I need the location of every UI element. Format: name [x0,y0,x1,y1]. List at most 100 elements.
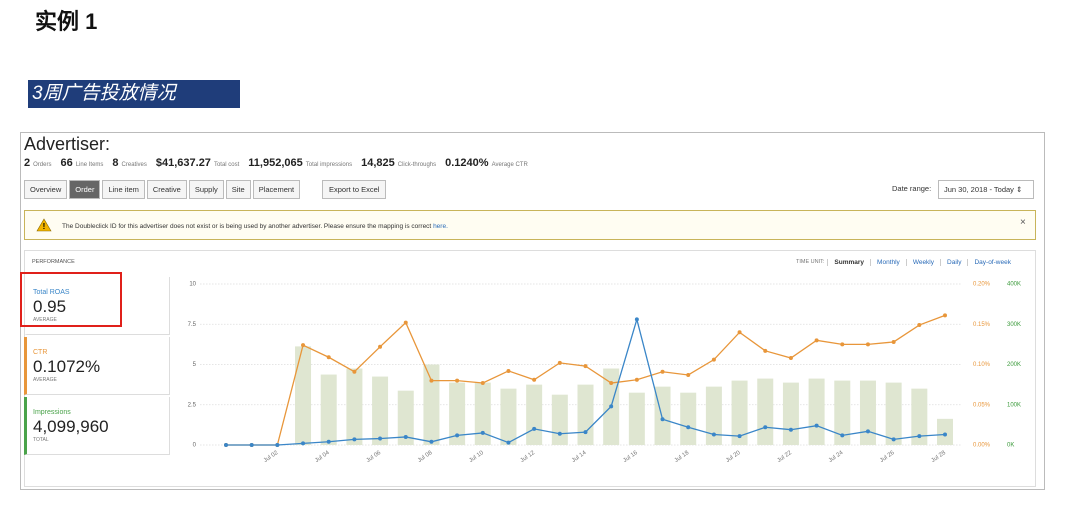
tab[interactable]: Creative [146,180,187,199]
bar [937,418,953,445]
point [634,377,639,382]
point [301,441,306,446]
metric-value: 0.1072% [33,357,101,376]
point [660,417,665,422]
bar [551,394,568,445]
x-tick-label: Jul 12 [520,450,537,464]
x-tick-label: Jul 02 [263,450,280,464]
point [711,432,716,437]
y3-tick-label: 300K [1007,322,1021,328]
metric-card: Impressions 4,099,960 TOTAL [24,397,170,455]
point [737,434,742,439]
bar [859,380,876,445]
stat-value: 66 [60,157,73,169]
metric-name: Total ROAS [33,289,70,296]
bar [346,368,363,445]
stat-label: Total impressions [305,162,353,168]
warning-text: The Doubleclick ID for this advertiser d… [62,223,448,230]
highlight-box [20,272,122,327]
date-select[interactable]: Jun 30, 2018 - Today ⇕ [938,180,1034,199]
time-unit[interactable]: Weekly [905,259,940,266]
tab[interactable]: Site [225,180,251,199]
metric-note: AVERAGE [33,317,57,323]
point [403,320,408,325]
metric-name: CTR [33,349,48,356]
point [865,342,870,347]
point [917,323,922,328]
bar [705,386,722,445]
point [429,439,434,444]
warning-box [24,210,1036,240]
point [403,434,408,439]
y3-tick-label: 100K [1007,402,1021,408]
tab[interactable]: Order [69,180,101,199]
point [480,381,485,386]
x-tick-label: Jul 10 [468,450,485,464]
date-label: Date range: [892,184,932,193]
metric-card: CTR 0.1072% AVERAGE [24,337,170,395]
date-value: Jun 30, 2018 - Today [944,185,1014,194]
stat-label: Click-throughs [397,162,437,168]
point [583,364,588,369]
metric-value: 4,099,960 [33,417,109,436]
x-tick-label: Jul 04 [314,450,331,464]
tab[interactable]: Supply [188,180,224,199]
y2-tick-label: 0.20% [973,282,991,288]
point [891,339,896,344]
bar [885,382,902,445]
stat-value: 11,952,065 [248,157,303,169]
time-unit[interactable]: Monthly [870,259,906,266]
bar [449,382,466,445]
point [275,443,280,447]
y2-tick-label: 0.15% [973,322,991,328]
point [532,377,537,382]
x-tick-label: Jul 16 [622,450,639,464]
stat-label: Total cost [213,162,240,168]
y-tick-label: 5 [193,362,197,368]
point [249,443,254,447]
x-tick-label: Jul 20 [725,450,742,464]
tab[interactable]: Overview [24,180,68,199]
point [455,378,460,383]
time-unit[interactable]: Day-of-week [967,259,1016,266]
warning-icon: ! [36,218,52,232]
bar [731,380,748,445]
tabs: Overview Order Line item Creative Supply Site… [24,180,301,199]
x-tick-label: Jul 26 [879,450,896,464]
tab[interactable]: Placement [252,180,301,199]
performance-label: PERFORMANCE [32,259,75,265]
y-tick-label: 7.5 [188,322,197,328]
bar [577,384,594,445]
stat-value: 8 [112,157,119,169]
banner: 3周广告投放情况 [28,80,240,108]
stat-label: Creatives [121,162,147,168]
time-unit[interactable]: Summary [827,259,870,266]
x-tick-label: Jul 24 [828,450,845,464]
bar [474,382,491,445]
point [814,338,819,343]
tab[interactable]: Line item [102,180,145,199]
metric-note: AVERAGE [33,377,57,383]
bar [423,364,440,445]
advertiser: Advertiser: [24,134,111,154]
point [788,356,793,361]
export-button[interactable]: Export to Excel [322,180,387,199]
warning-link[interactable]: here. [433,223,448,230]
point [840,433,845,438]
bar [911,388,928,445]
y3-tick-label: 200K [1007,362,1021,368]
point [480,430,485,435]
point [352,437,357,442]
close-button[interactable]: × [1020,217,1026,228]
point [763,348,768,353]
point [917,434,922,439]
point [943,313,947,318]
point [378,344,383,349]
time-unit-label: TIME UNIT: [796,259,825,265]
bar [526,384,543,445]
bar [500,388,517,445]
point [943,432,947,437]
point [711,357,716,362]
x-tick-label: Jul 18 [674,450,691,464]
time-unit[interactable]: Daily [940,259,967,266]
